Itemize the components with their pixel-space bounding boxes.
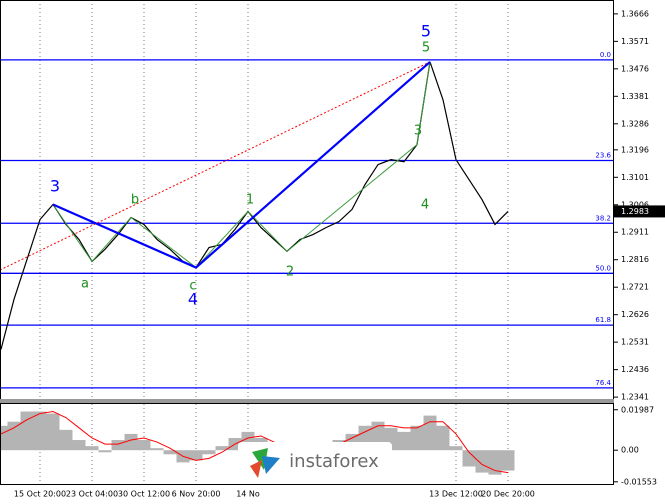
x-tick-label: 20 Dec 20:00: [481, 490, 535, 499]
wave-line-major: [52, 61, 431, 269]
wave-label: 2: [286, 265, 294, 280]
y-tick-label: 1.2721: [621, 283, 649, 292]
oscillator-bar: [410, 425, 424, 451]
oscillator-bar: [98, 450, 112, 453]
y-tick-label: 1.2911: [621, 228, 649, 237]
wave-label: 4: [421, 198, 429, 213]
wave-label: 3: [414, 124, 422, 139]
y-tick-label: 1.3476: [621, 64, 649, 73]
y-tick-label: 1.2816: [621, 255, 649, 264]
oscillator-bar: [397, 431, 411, 451]
fibonacci-label: 50.0: [595, 264, 611, 272]
x-tick-label: 6 Nov 20:00: [172, 490, 221, 499]
oscillator-bar: [150, 448, 164, 451]
x-tick-label: 14 No: [236, 490, 260, 499]
panel-separator: [0, 399, 614, 403]
wave-label: b: [131, 193, 139, 208]
wave-label: 4: [188, 290, 198, 309]
fibonacci-label: 38.2: [595, 214, 611, 222]
wave-line-minor: [52, 61, 431, 269]
oscillator-bar: [475, 450, 489, 473]
watermark-text: instaforex: [289, 451, 379, 472]
oscillator-bar: [72, 440, 86, 451]
oscillator-bar: [462, 450, 476, 467]
y-tick-label: 1.3286: [621, 119, 649, 128]
watermark-logo: [262, 456, 280, 474]
last-price-label: 1.2983: [621, 207, 649, 216]
oscillator-bar: [7, 421, 21, 451]
y-tick-label: 1.2341: [621, 393, 649, 402]
y-tick-label: 1.3666: [621, 9, 649, 18]
oscillator-panel-frame: [0, 403, 614, 485]
y-tick-label: 0.01987: [621, 405, 654, 414]
y-tick-label: 1.2436: [621, 365, 649, 374]
y-tick-label: 1.3101: [621, 173, 649, 182]
oscillator-bar: [202, 450, 216, 455]
y-tick-label: 1.3381: [621, 92, 649, 101]
watermark-box: [238, 442, 392, 482]
fibonacci-label: 0.0: [600, 51, 611, 59]
y-tick-label: 1.3006: [621, 200, 649, 209]
y-tick-label: 1.2531: [621, 338, 649, 347]
y-tick-label: 0.00: [621, 446, 639, 455]
fibonacci-label: 76.4: [595, 379, 611, 387]
wave-label: 1: [246, 193, 254, 208]
oscillator-bar: [501, 450, 515, 471]
oscillator-bar: [137, 440, 151, 451]
y-tick-label: 1.3196: [621, 145, 649, 154]
x-tick-label: 13 Dec 12:00: [429, 490, 483, 499]
x-tick-label: 30 Oct 12:00: [118, 490, 170, 499]
oscillator-bar: [85, 446, 99, 451]
oscillator-bar: [59, 429, 73, 451]
wave-label: 5: [421, 22, 431, 41]
oscillator-bar: [111, 440, 125, 451]
wave-label: 3: [50, 177, 60, 196]
y-tick-label: -0.01553: [621, 477, 657, 486]
oscillator-bar: [449, 446, 463, 451]
x-tick-label: 15 Oct 20:00: [14, 490, 66, 499]
y-tick-label: 1.2626: [621, 310, 649, 319]
wave-label: 5: [422, 41, 430, 56]
fibonacci-label: 23.6: [595, 152, 611, 160]
oscillator-bar: [215, 446, 229, 451]
last-price-box: [614, 205, 665, 218]
oscillator-bar: [436, 425, 450, 451]
oscillator-bar: [124, 433, 138, 451]
x-tick-label: 23 Oct 04:00: [66, 490, 118, 499]
oscillator-bar: [46, 413, 60, 451]
oscillator-bar: [33, 411, 47, 451]
oscillator-bar: [189, 450, 203, 461]
fibonacci-label: 61.8: [595, 316, 611, 324]
oscillator-bar: [163, 450, 177, 455]
oscillator-bar: [0, 425, 8, 451]
wave-label: c: [189, 279, 196, 294]
wave-label: a: [81, 277, 89, 292]
signal-line: [0, 411, 509, 474]
watermark-logo: [250, 460, 262, 478]
y-tick-label: 1.3571: [621, 37, 649, 46]
oscillator-bar: [423, 415, 437, 451]
watermark: instaforex: [238, 442, 392, 482]
